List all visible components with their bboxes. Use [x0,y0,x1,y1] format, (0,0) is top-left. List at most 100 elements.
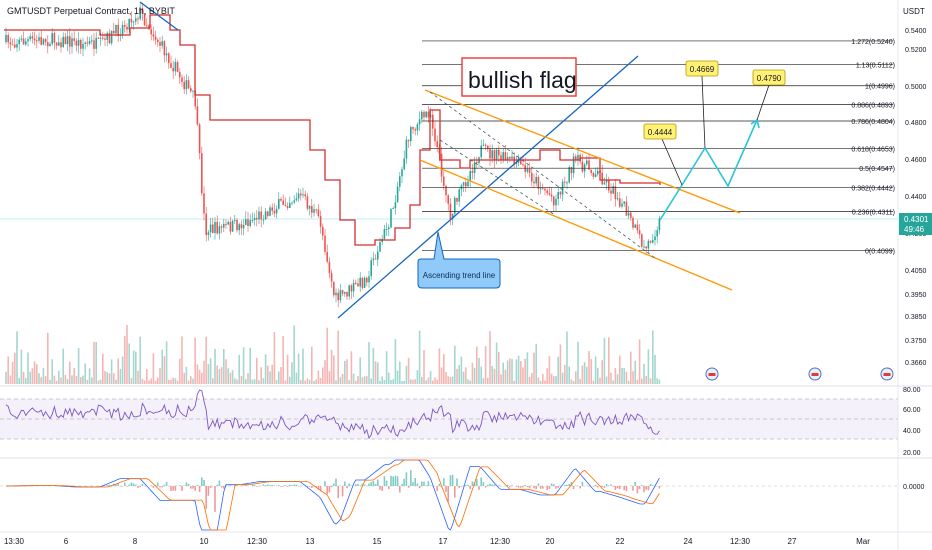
volume-bar [553,376,555,384]
volume-bar [500,374,502,384]
volume-bar [247,373,249,384]
candle-body [128,18,130,30]
volume-bar [654,354,656,384]
volume-bar [396,370,399,384]
volume-bar [647,349,650,384]
candle-body [568,167,570,183]
macd-histogram-bar [469,486,471,489]
macd-histogram-bar [619,486,621,490]
volume-bar [627,380,630,384]
volume-bar [337,330,339,384]
volume-bar [550,373,553,384]
time-axis[interactable]: 13:30 6 8 10 12:30 13 15 17 12:30 20 22 24 12:30 27 Ma… [0,531,932,546]
macd-histogram-bar [110,486,113,487]
time-tick-label: 22 [616,537,625,546]
candle-body [333,281,335,296]
candle-body [161,41,163,46]
candle-body [258,211,260,220]
candle-body [249,220,251,226]
volume-bar [621,368,623,384]
candle-body [405,139,408,159]
candle-body [207,232,210,235]
candle-body [289,203,291,208]
candle-body [652,240,654,243]
macd-histogram-bar [500,486,502,487]
candle-body [500,155,502,161]
volume-bar [137,370,139,384]
candle-body [38,37,40,41]
macd-histogram-bar [614,486,617,491]
macd-pane: 0.0000 [0,457,932,531]
candle-body [432,114,434,129]
candle-body [55,42,58,46]
candle-body [482,144,485,146]
volume-bar [157,377,159,384]
macd-histogram-bar [159,486,161,488]
volume-bar [201,372,203,384]
macd-histogram-bar [506,484,509,486]
volume-bar [548,356,551,384]
volume-bar [326,327,328,384]
volume-bar [267,365,269,384]
volume-bar [269,371,271,384]
macd-histogram-bar [218,480,221,486]
macd-histogram-bar [638,486,641,490]
candle-body [168,53,170,64]
candle-body [126,26,128,30]
candle-body [427,111,430,118]
macd-histogram-bar [174,486,177,491]
candle-body [297,193,300,199]
candle-body [379,242,381,252]
macd-histogram-bar [317,486,320,490]
volume-bar [502,362,504,384]
candle-body [368,276,370,283]
volume-bar [38,373,40,384]
volume-bar [104,371,106,384]
candle-body [40,37,42,45]
candle-body [528,168,531,173]
macd-histogram-bar [438,483,441,486]
volume-bar [594,356,597,384]
volume-bar [429,371,432,384]
volume-bar [159,367,161,384]
volume-bar [370,378,372,384]
macd-histogram-bar [201,477,203,486]
volume-bar [645,376,647,384]
macd-histogram-bar [392,476,394,486]
volume-bar [392,379,394,384]
volume-bar [75,375,78,384]
candle-body [306,196,309,209]
macd-histogram-bar [546,486,548,490]
macd-histogram-bar [308,486,311,487]
volume-bar [126,324,128,384]
candle-body [187,80,190,89]
macd-histogram-bar [460,486,463,487]
macd-histogram-bar [381,486,383,492]
volume-bar [434,377,436,384]
volume-bar [489,331,491,384]
macd-histogram-bar [192,486,194,489]
price-axis[interactable]: 0.54000.52000.50000.48000.46000.44000.42… [897,0,927,550]
candle-body [350,285,353,292]
time-tick-label: 20 [546,537,555,546]
macd-histogram-bar [271,485,273,486]
time-tick-label: 6 [64,537,69,546]
candle-body [421,111,423,120]
target-leader-2 [701,75,706,149]
volume-bar [249,347,251,384]
macd-histogram-bar [179,485,181,486]
candle-body [542,188,544,190]
macd-histogram-bar [293,484,295,486]
volume-bar [588,351,590,384]
macd-histogram-bar [449,475,452,486]
volume-bar [220,367,223,384]
macd-histogram-bar [542,486,544,489]
volume-bar [469,380,471,384]
volume-bar [537,377,540,384]
macd-histogram-bar [471,481,474,486]
candle-body [619,198,621,207]
volume-bar [528,377,531,384]
volume-bar [363,376,366,384]
macd-histogram-bar [592,486,595,487]
volume-bar [53,375,56,384]
